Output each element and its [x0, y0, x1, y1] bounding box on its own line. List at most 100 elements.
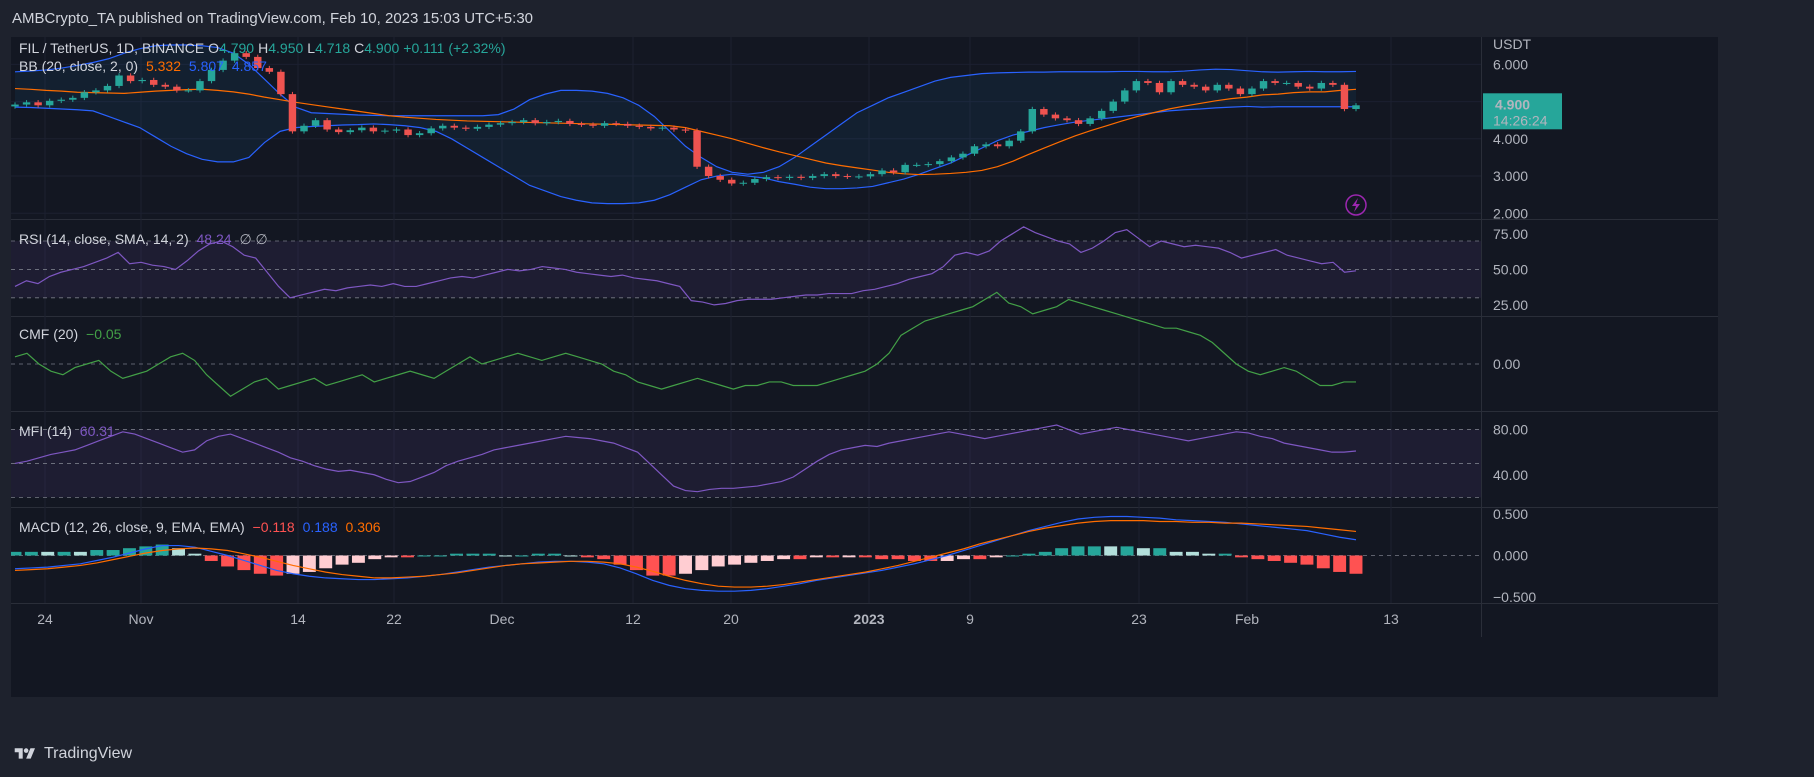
candle-down — [1236, 88, 1245, 95]
candle-up — [22, 102, 31, 105]
candle-up — [762, 177, 771, 180]
macd-histogram-bar — [11, 551, 22, 556]
rsi-label[interactable]: RSI (14, close, SMA, 14, 2) — [19, 231, 189, 247]
candle-up — [855, 176, 863, 178]
macd-histogram-bar — [139, 546, 153, 556]
macd-histogram-bar — [809, 555, 823, 558]
candle-up — [496, 123, 505, 125]
macd-histogram-bar — [1006, 555, 1020, 557]
candle-down — [1063, 118, 1071, 121]
candle-up — [485, 124, 493, 127]
close-value: 4.900 — [364, 40, 400, 56]
candle-up — [1282, 82, 1291, 84]
chart-svg[interactable]: 6.0005.0004.0003.0002.000USDT4.90014:26:… — [11, 37, 1718, 697]
macd-histogram-bar — [57, 551, 71, 556]
candle-up — [346, 130, 354, 133]
price-tick-label: 4.000 — [1493, 131, 1528, 147]
chart-area[interactable]: 6.0005.0004.0003.0002.000USDT4.90014:26:… — [11, 37, 1718, 697]
candle-up — [45, 100, 54, 106]
tradingview-logo-icon — [14, 748, 35, 759]
candle-down — [1144, 81, 1152, 83]
macd-hist-value: 0.306 — [345, 519, 381, 535]
candle-up — [970, 146, 979, 154]
candle-down — [1340, 84, 1349, 110]
cmf-legend: CMF (20) −0.05 — [19, 326, 125, 342]
mfi-value: 60.31 — [79, 423, 115, 439]
candle-down — [404, 129, 412, 136]
macd-signal-value: 0.188 — [302, 519, 338, 535]
candle-up — [415, 133, 424, 136]
lightning-icon-ring — [1345, 194, 1367, 216]
macd-histogram-bar — [1055, 548, 1069, 556]
candle-down — [369, 127, 378, 132]
macd-histogram-bar — [253, 555, 267, 574]
price-tick-label: 6.000 — [1493, 56, 1528, 72]
candle-down — [635, 125, 643, 127]
candle-up — [936, 161, 944, 165]
rsi-tick-label: 50.00 — [1493, 261, 1528, 277]
bb-legend: BB (20, close, 2, 0) 5.332 5.807 4.857 — [19, 58, 271, 74]
macd-histogram-bar — [973, 555, 987, 560]
macd-label[interactable]: MACD (12, 26, close, 9, EMA, EMA) — [19, 519, 245, 535]
lightning-icon[interactable] — [1345, 194, 1367, 216]
candle-up — [473, 126, 482, 129]
candle-up — [103, 85, 112, 91]
macd-histogram-bar — [1333, 555, 1347, 572]
candle-up — [1213, 84, 1222, 91]
publisher-line: AMBCrypto_TA published on TradingView.co… — [12, 10, 534, 27]
macd-histogram-bar — [679, 555, 692, 574]
macd-histogram-bar — [1087, 546, 1101, 556]
candle-down — [1201, 86, 1210, 91]
macd-histogram-bar — [777, 555, 791, 560]
candle-down — [242, 53, 250, 57]
macd-histogram-bar — [123, 548, 136, 556]
signal-line — [14, 520, 1357, 588]
macd-histogram-bar — [1022, 553, 1036, 556]
cmf-label[interactable]: CMF (20) — [19, 326, 79, 342]
macd-histogram-bar — [204, 555, 218, 561]
macd-histogram-bar — [826, 555, 840, 558]
bb-label[interactable]: BB (20, close, 2, 0) — [19, 58, 139, 74]
candle-down — [670, 127, 678, 130]
macd-histogram-bar — [924, 555, 938, 561]
mfi-legend: MFI (14) 60.31 — [19, 423, 119, 439]
macd-histogram-bar — [90, 550, 104, 556]
macd-histogram-bar — [1120, 546, 1134, 556]
price-tag-box — [1483, 93, 1562, 130]
candle-up — [982, 144, 990, 147]
macd-histogram-bar — [662, 555, 676, 576]
macd-histogram-bar — [940, 555, 954, 561]
candle-down — [589, 124, 597, 126]
x-tick-label: 9 — [966, 611, 974, 627]
macd-histogram-bar — [1071, 546, 1085, 556]
mfi-line — [14, 424, 1357, 493]
candle-down — [1155, 82, 1164, 93]
countdown-value: 14:26:24 — [1493, 112, 1548, 128]
candle-down — [288, 94, 297, 132]
mfi-tick-label: 40.00 — [1493, 467, 1528, 483]
candle-down — [462, 127, 470, 129]
macd-histogram-bar — [24, 551, 38, 556]
low-label: L — [307, 40, 316, 56]
macd-histogram-bar — [188, 553, 202, 556]
candle-up — [912, 164, 921, 166]
bb-lower-value: 4.857 — [231, 58, 267, 74]
macd-histogram-bar — [597, 555, 611, 560]
candle-down — [612, 123, 620, 125]
macd-histogram-bar — [875, 555, 889, 560]
candle-down — [173, 86, 181, 91]
candle-down — [728, 179, 736, 184]
candle-up — [878, 170, 886, 175]
candle-up — [519, 120, 528, 123]
candle-up — [1097, 110, 1106, 119]
candle-up — [1109, 101, 1117, 111]
candle-up — [219, 60, 227, 70]
mfi-label[interactable]: MFI (14) — [19, 423, 72, 439]
macd-legend: MACD (12, 26, close, 9, EMA, EMA) −0.118… — [19, 519, 385, 535]
candle-down — [323, 120, 331, 130]
candle-up — [11, 104, 19, 107]
macd-histogram-bar — [728, 555, 742, 565]
candle-up — [1005, 140, 1013, 147]
symbol-label[interactable]: FIL / TetherUS, 1D, BINANCE — [19, 40, 205, 56]
footer: TradingView — [12, 745, 132, 763]
